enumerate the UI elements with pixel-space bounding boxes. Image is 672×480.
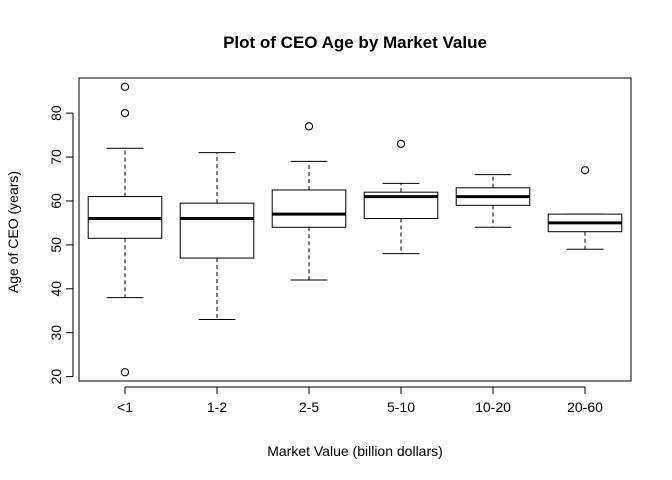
box-1 (87, 82, 163, 377)
boxes (87, 82, 623, 377)
y-tick-label: 50 (48, 237, 64, 253)
x-tick-label: <1 (117, 399, 133, 415)
plot-frame (78, 77, 632, 382)
y-axis: 20 30 40 50 60 70 80 (48, 105, 74, 385)
x-axis: <1 1-2 2-5 5-10 10-20 20-60 (117, 386, 603, 415)
y-tick-label: 80 (48, 105, 64, 121)
box-3 (271, 122, 347, 281)
outlier-point (120, 368, 130, 377)
iqr-box (179, 202, 255, 259)
outlier-point (580, 166, 590, 175)
box-5 (455, 174, 531, 228)
outlier-point (120, 108, 130, 118)
x-tick-label: 20-60 (567, 399, 603, 415)
box-4 (363, 139, 439, 255)
y-tick-label: 40 (48, 281, 64, 297)
y-tick-label: 70 (48, 149, 64, 165)
chart-title: Plot of CEO Age by Market Value (223, 33, 487, 52)
x-tick-label: 2-5 (299, 399, 319, 415)
x-tick-label: 10-20 (475, 399, 511, 415)
outlier-point (120, 82, 130, 91)
x-tick-label: 5-10 (387, 399, 415, 415)
box-2 (179, 152, 255, 321)
y-axis-label: Age of CEO (years) (5, 171, 21, 293)
y-tick-label: 20 (48, 369, 64, 385)
outlier-point (396, 139, 406, 149)
iqr-box (271, 189, 347, 228)
box-6 (547, 166, 623, 250)
y-tick-label: 30 (48, 325, 64, 341)
outlier-point (304, 122, 314, 131)
x-tick-label: 1-2 (207, 399, 227, 415)
x-axis-label: Market Value (billion dollars) (267, 443, 443, 459)
y-tick-label: 60 (48, 193, 64, 209)
